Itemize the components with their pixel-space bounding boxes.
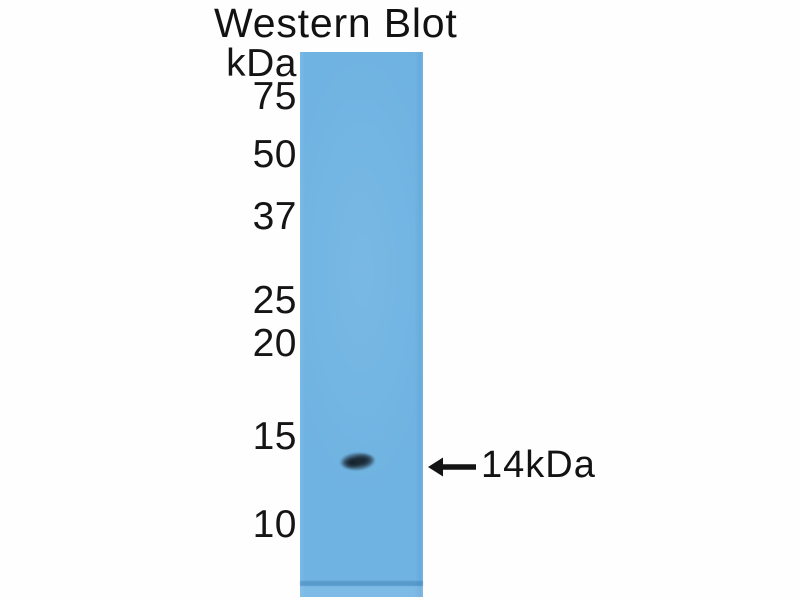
ladder-marker-20: 20 xyxy=(252,322,297,365)
protein-band-14kda xyxy=(338,450,377,473)
ladder-marker-75: 75 xyxy=(252,75,297,118)
lane-bottom-strip xyxy=(300,586,423,597)
ladder-unit-label: kDa xyxy=(226,42,297,85)
band-annotation: 14kDa xyxy=(428,443,596,487)
lane-bottom-edge xyxy=(300,581,423,586)
band-weight-label: 14kDa xyxy=(481,444,596,486)
arrow-left-icon xyxy=(428,457,476,476)
ladder-marker-10: 10 xyxy=(252,503,297,546)
figure-title: Western Blot xyxy=(214,0,458,46)
ladder-marker-15: 15 xyxy=(252,415,297,458)
ladder-marker-25: 25 xyxy=(252,279,297,322)
ladder-marker-37: 37 xyxy=(252,195,297,238)
ladder-marker-50: 50 xyxy=(252,133,297,176)
gel-lane xyxy=(300,52,423,597)
